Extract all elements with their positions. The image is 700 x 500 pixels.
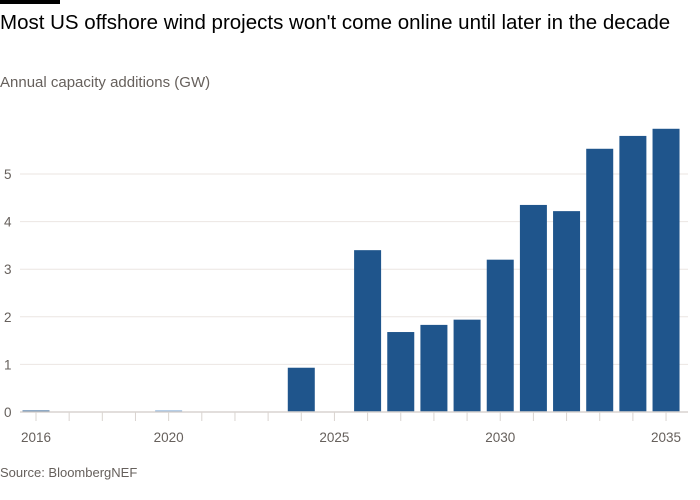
ft-top-bar xyxy=(0,0,60,4)
bar-2035 xyxy=(652,128,680,412)
y-tick-label: 3 xyxy=(4,262,12,277)
bar-2028 xyxy=(420,324,448,412)
y-tick-label: 1 xyxy=(4,357,12,372)
bar-2027 xyxy=(387,332,415,412)
bar-2031 xyxy=(519,204,547,412)
bar-2029 xyxy=(453,319,481,412)
bar-2034 xyxy=(619,135,647,413)
bar-2032 xyxy=(553,211,581,412)
y-tick-label: 2 xyxy=(4,310,12,325)
x-tick-label: 2030 xyxy=(485,430,515,445)
source-note: Source: BloombergNEF xyxy=(0,465,138,480)
y-tick-label: 4 xyxy=(4,215,12,230)
chart-title: Most US offshore wind projects won't com… xyxy=(0,11,671,34)
x-tick-label: 2020 xyxy=(154,430,184,445)
y-tick-label: 0 xyxy=(4,405,12,420)
chart-subtitle: Annual capacity additions (GW) xyxy=(0,74,211,91)
bar-2033 xyxy=(586,148,614,412)
bar-2030 xyxy=(486,259,514,412)
y-tick-label: 5 xyxy=(4,167,12,182)
x-tick-label: 2016 xyxy=(21,430,51,445)
bar-chart: 0 1 2 3 4 5 2016 2020 2025 2030 2035 xyxy=(4,128,688,445)
bar-2024 xyxy=(287,367,315,412)
bar-2026 xyxy=(354,250,382,412)
x-tick-label: 2025 xyxy=(319,430,349,445)
x-tick-label: 2035 xyxy=(651,430,681,445)
